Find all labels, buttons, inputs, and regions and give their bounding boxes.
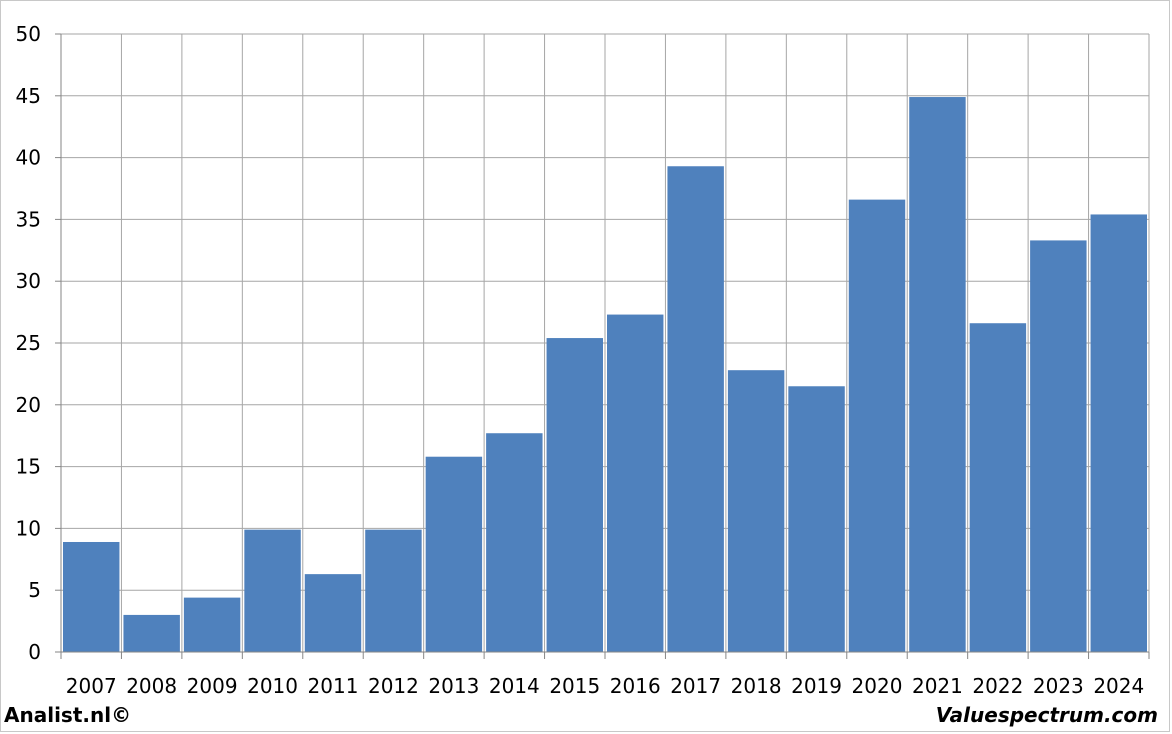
bar-2019 bbox=[788, 386, 845, 652]
bar-2009 bbox=[183, 597, 241, 652]
x-tick-label: 2010 bbox=[247, 674, 298, 698]
bar-2007 bbox=[63, 541, 120, 652]
x-tick-label: 2021 bbox=[912, 674, 963, 698]
y-tick-label: 10 bbox=[16, 516, 41, 540]
y-tick-label: 25 bbox=[16, 331, 41, 355]
x-tick-label: 2011 bbox=[308, 674, 359, 698]
bar-2017 bbox=[667, 166, 724, 652]
bar-2024 bbox=[1090, 214, 1147, 652]
bar-2012 bbox=[365, 529, 422, 652]
bar-2021 bbox=[909, 97, 966, 652]
y-tick-label: 50 bbox=[16, 22, 41, 46]
x-tick-label: 2015 bbox=[549, 674, 600, 698]
bar-2018 bbox=[727, 370, 785, 652]
valuespectrum-credit: Valuespectrum.com bbox=[935, 703, 1158, 727]
y-tick-label: 40 bbox=[16, 146, 41, 170]
bar-2015 bbox=[546, 338, 603, 652]
bar-2016 bbox=[607, 314, 664, 652]
x-tick-label: 2018 bbox=[731, 674, 782, 698]
y-tick-label: 15 bbox=[16, 455, 41, 479]
y-tick-label: 30 bbox=[16, 269, 41, 293]
x-tick-label: 2009 bbox=[187, 674, 238, 698]
x-tick-label: 2019 bbox=[791, 674, 842, 698]
x-tick-label: 2020 bbox=[852, 674, 903, 698]
y-tick-label: 0 bbox=[28, 640, 41, 664]
x-tick-label: 2016 bbox=[610, 674, 661, 698]
bar-2022 bbox=[969, 323, 1027, 652]
x-tick-label: 2017 bbox=[670, 674, 721, 698]
y-tick-label: 45 bbox=[16, 84, 41, 108]
x-tick-label: 2012 bbox=[368, 674, 419, 698]
x-tick-label: 2013 bbox=[428, 674, 479, 698]
y-tick-label: 5 bbox=[28, 578, 41, 602]
x-tick-label: 2023 bbox=[1033, 674, 1084, 698]
x-tick-label: 2022 bbox=[972, 674, 1023, 698]
bar-2014 bbox=[486, 433, 543, 652]
bar-2011 bbox=[304, 574, 362, 652]
x-tick-label: 2007 bbox=[66, 674, 117, 698]
x-tick-label: 2014 bbox=[489, 674, 540, 698]
bar-2020 bbox=[848, 199, 906, 652]
bar-2010 bbox=[244, 529, 301, 652]
analist-credit: Analist.nl© bbox=[4, 703, 132, 727]
bar-2013 bbox=[425, 456, 483, 652]
x-tick-label: 2024 bbox=[1093, 674, 1144, 698]
x-tick-label: 2008 bbox=[126, 674, 177, 698]
bar-2008 bbox=[123, 614, 180, 652]
bar-2023 bbox=[1030, 240, 1087, 653]
y-tick-label: 35 bbox=[16, 207, 41, 231]
y-tick-label: 20 bbox=[16, 393, 41, 417]
